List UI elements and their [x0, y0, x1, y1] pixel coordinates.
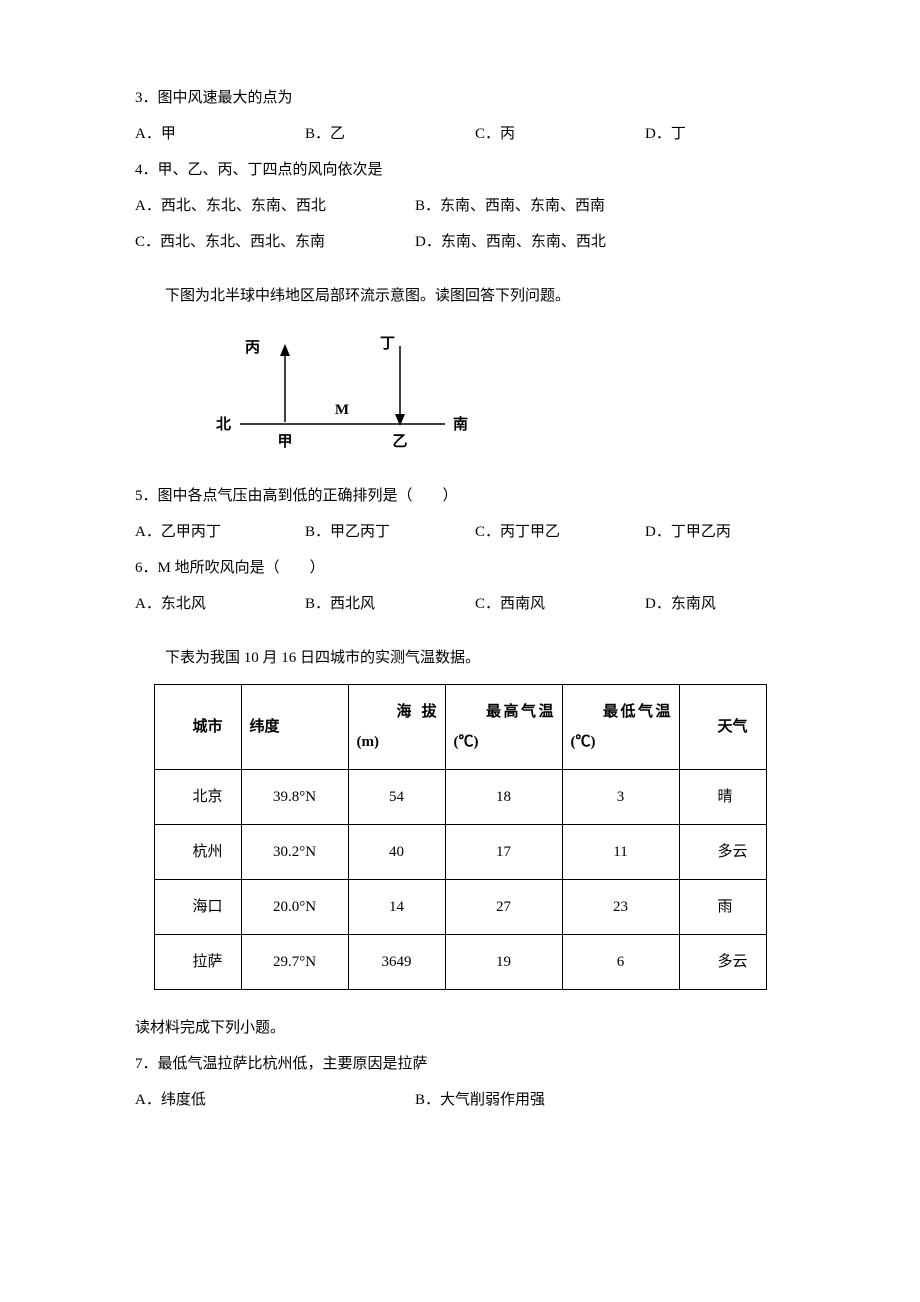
q6-choice-b: B．西北风: [305, 586, 475, 622]
table-cell: 40: [348, 825, 445, 880]
q6-choice-d: D．东南风: [645, 586, 775, 622]
table-cell: 20.0°N: [241, 880, 348, 935]
q3-choice-a: A．甲: [135, 116, 305, 152]
q7-stem: 7．最低气温拉萨比杭州低，主要原因是拉萨: [135, 1046, 785, 1082]
q4-choice-a: A．西北、东北、东南、西北: [135, 188, 415, 224]
diagram-jia: 甲: [277, 433, 292, 450]
table-cell: 27: [445, 880, 562, 935]
table-cell: 多云: [679, 825, 766, 880]
table-cell: 19: [445, 935, 562, 990]
q3-choice-d: D．丁: [645, 116, 775, 152]
table-cell: 6: [562, 935, 679, 990]
table-cell: 39.8°N: [241, 770, 348, 825]
q3-choice-b: B．乙: [305, 116, 475, 152]
th-weather: 天气: [679, 685, 766, 770]
q3-stem: 3．图中风速最大的点为: [135, 80, 785, 116]
q6-choice-c: C．西南风: [475, 586, 645, 622]
table-cell: 3: [562, 770, 679, 825]
q4-choice-d: D．东南、西南、东南、西北: [415, 224, 695, 260]
th-low: 最低气温(℃): [562, 685, 679, 770]
table-cell: 海口: [154, 880, 241, 935]
table-cell: 拉萨: [154, 935, 241, 990]
table-cell: 18: [445, 770, 562, 825]
passage-3: 读材料完成下列小题。: [135, 1010, 785, 1046]
q5-choice-a: A．乙甲丙丁: [135, 514, 305, 550]
table-cell: 14: [348, 880, 445, 935]
q5-choice-d: D．丁甲乙丙: [645, 514, 775, 550]
table-cell: 17: [445, 825, 562, 880]
diagram-ding: 丁: [380, 336, 395, 352]
table-cell: 北京: [154, 770, 241, 825]
q6-stem: 6．M 地所吹风向是（ ）: [135, 550, 785, 586]
diagram-south: 南: [453, 415, 468, 433]
table-cell: 多云: [679, 935, 766, 990]
th-high: 最高气温(℃): [445, 685, 562, 770]
table-cell: 3649: [348, 935, 445, 990]
table-cell: 54: [348, 770, 445, 825]
table-row: 杭州30.2°N401711多云: [154, 825, 766, 880]
q4-choice-b: B．东南、西南、东南、西南: [415, 188, 695, 224]
q6-choice-a: A．东北风: [135, 586, 305, 622]
q5-choices: A．乙甲丙丁 B．甲乙丙丁 C．丙丁甲乙 D．丁甲乙丙: [135, 514, 785, 550]
table-cell: 23: [562, 880, 679, 935]
table-header-row: 城市 纬度 海拔(m) 最高气温(℃) 最低气温(℃) 天气: [154, 685, 766, 770]
q4-stem: 4．甲、乙、丙、丁四点的风向依次是: [135, 152, 785, 188]
q5-choice-c: C．丙丁甲乙: [475, 514, 645, 550]
th-alt: 海拔(m): [348, 685, 445, 770]
passage-1: 下图为北半球中纬地区局部环流示意图。读图回答下列问题。: [135, 278, 785, 314]
circulation-diagram: 北 南 甲 乙 丙 丁 M: [195, 334, 785, 468]
q7-choice-a: A．纬度低: [135, 1082, 415, 1118]
table-cell: 杭州: [154, 825, 241, 880]
table-row: 北京39.8°N54183晴: [154, 770, 766, 825]
q4-choices-row1: A．西北、东北、东南、西北 B．东南、西南、东南、西南: [135, 188, 785, 224]
q7-choices: A．纬度低 B．大气削弱作用强: [135, 1082, 785, 1118]
diagram-bing: 丙: [245, 339, 260, 356]
q5-choice-b: B．甲乙丙丁: [305, 514, 475, 550]
table-cell: 雨: [679, 880, 766, 935]
th-lat: 纬度: [241, 685, 348, 770]
q4-choices-row2: C．西北、东北、西北、东南 D．东南、西南、东南、西北: [135, 224, 785, 260]
q6-choices: A．东北风 B．西北风 C．西南风 D．东南风: [135, 586, 785, 622]
q4-choice-c: C．西北、东北、西北、东南: [135, 224, 415, 260]
q7-choice-b: B．大气削弱作用强: [415, 1082, 695, 1118]
th-city: 城市: [154, 685, 241, 770]
table-cell: 29.7°N: [241, 935, 348, 990]
diagram-north: 北: [216, 416, 231, 433]
q3-choices: A．甲 B．乙 C．丙 D．丁: [135, 116, 785, 152]
temperature-table: 城市 纬度 海拔(m) 最高气温(℃) 最低气温(℃) 天气 北京39.8°N5…: [154, 684, 767, 990]
table-cell: 11: [562, 825, 679, 880]
q5-stem: 5．图中各点气压由高到低的正确排列是（ ）: [135, 478, 785, 514]
table-row: 海口20.0°N142723雨: [154, 880, 766, 935]
table-cell: 晴: [679, 770, 766, 825]
passage-2: 下表为我国 10 月 16 日四城市的实测气温数据。: [135, 640, 785, 676]
table-row: 拉萨29.7°N3649196多云: [154, 935, 766, 990]
q3-choice-c: C．丙: [475, 116, 645, 152]
diagram-yi: 乙: [392, 434, 407, 450]
table-cell: 30.2°N: [241, 825, 348, 880]
diagram-m: M: [335, 402, 349, 418]
